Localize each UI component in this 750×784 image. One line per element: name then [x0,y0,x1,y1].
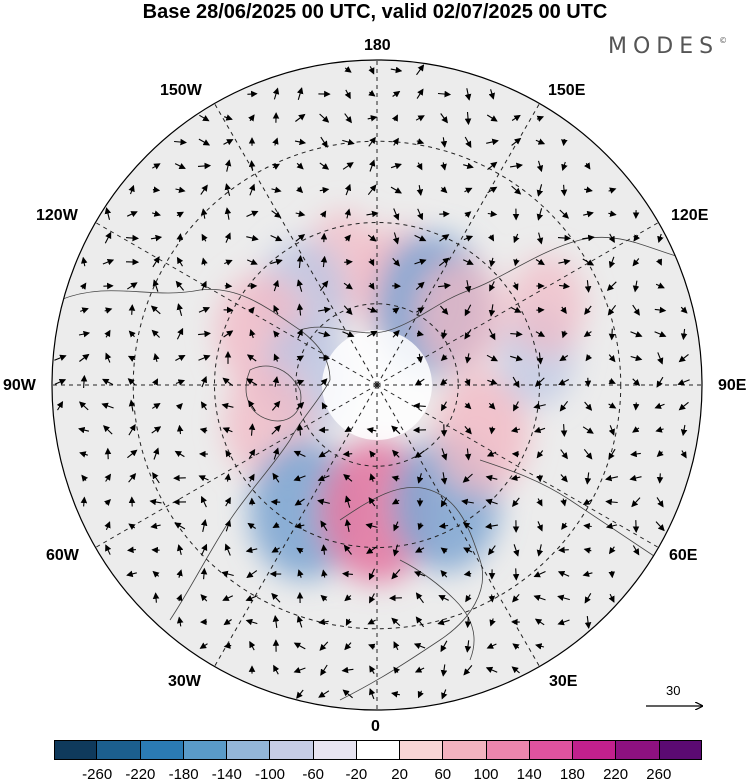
colorbar-tick-label: 180 [560,766,585,783]
colorbar-tick-label: -20 [346,766,368,783]
lon-label-30e: 30E [549,673,577,691]
lon-label-30w: 30W [168,673,201,691]
lon-label-60w: 60W [46,547,79,565]
colorbar-frame [54,740,702,760]
wind-arrow [516,568,517,579]
wind-arrow [132,305,133,315]
colorbar-tick-label: -60 [302,766,324,783]
wind-arrow [344,262,352,263]
colorbar-tick-label: 260 [646,766,671,783]
colorbar-tick-label: 140 [517,766,542,783]
anomaly-positive [508,255,586,356]
wind-arrow [344,454,352,455]
lon-label-90e: 90E [718,377,746,395]
colorbar-tick-label: 20 [391,766,408,783]
colorbar-tick-label: -140 [212,766,242,783]
colorbar-tick-label: 100 [473,766,498,783]
colorbar-tick-label: -180 [169,766,199,783]
wind-arrow [559,550,569,551]
lon-label-60e: 60E [669,547,697,565]
wind-scale-arrow [640,682,710,722]
wind-arrow [636,403,637,410]
wind-arrow [612,329,613,340]
brand-logo: MODES© [608,34,727,59]
wind-arrow [660,473,661,482]
colorbar-ticks: -260 -220 -180 -140 -100 -60 -20 20 60 100 140 180 2… [0,766,750,784]
lon-label-90w: 90W [3,377,36,395]
colorbar-tick-label: 220 [603,766,628,783]
wind-arrow [612,571,613,577]
colorbar-tick-label: 60 [434,766,451,783]
lon-label-0: 0 [371,718,380,736]
wind-arrow [225,286,231,287]
map-title: Base 28/06/2025 00 UTC, valid 02/07/2025… [0,0,750,24]
lon-label-150w: 150W [160,82,202,100]
brand-text: MODES [608,34,719,59]
lon-label-120e: 120E [671,207,708,225]
colorbar-tick-label: -220 [125,766,155,783]
wind-arrow [319,358,329,359]
colorbar-tick-label: -260 [82,766,112,783]
wind-arrow [247,94,256,95]
colorbar-tick-label: -100 [255,766,285,783]
lon-label-150e: 150E [548,82,585,100]
brand-mark: © [719,36,727,45]
lon-label-180: 180 [364,37,391,55]
lon-label-120w: 120W [36,207,78,225]
